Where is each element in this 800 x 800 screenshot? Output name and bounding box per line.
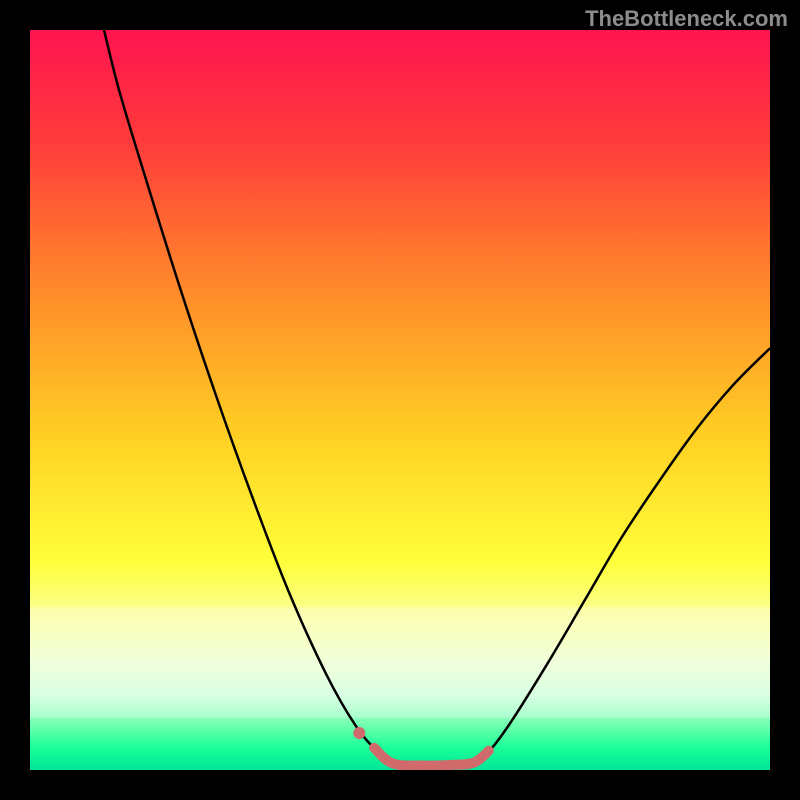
pale-transition-band [30,607,770,718]
chart-container: TheBottleneck.com [0,0,800,800]
highlight-dot [353,727,365,739]
bottleneck-curve-chart [30,30,770,770]
plot-area [30,30,770,770]
source-watermark: TheBottleneck.com [585,6,788,32]
